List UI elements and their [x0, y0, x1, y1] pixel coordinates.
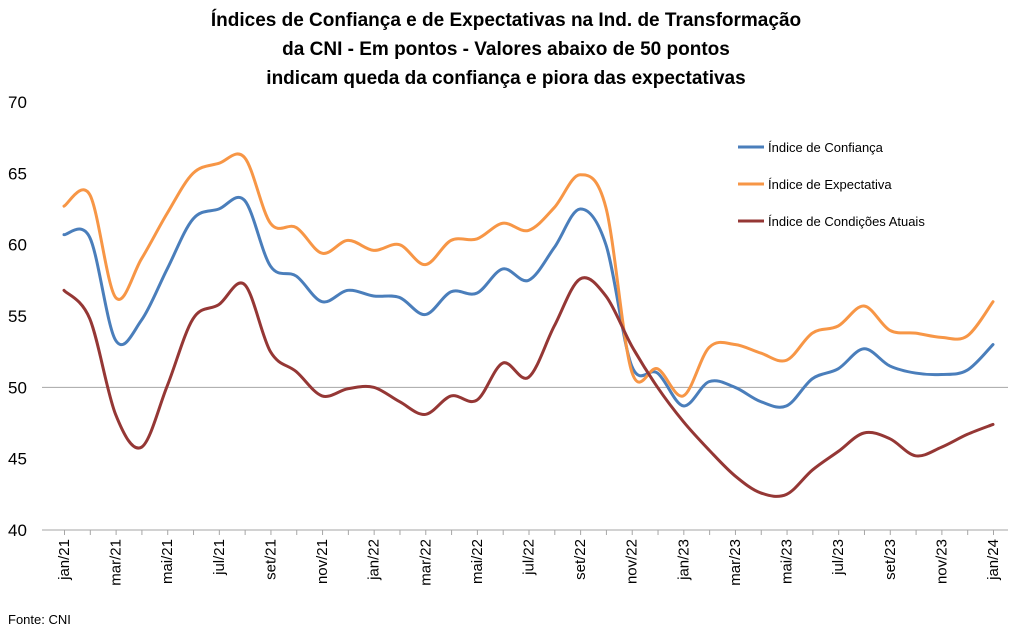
- legend-label: Índice de Condições Atuais: [768, 214, 925, 229]
- series-lines: [62, 152, 995, 498]
- x-tick-label: mai/21: [159, 539, 176, 584]
- source-note: Fonte: CNI: [8, 612, 71, 627]
- x-tick-label: nov/23: [933, 539, 950, 584]
- x-axis: jan/21 mar/21 mai/21 jul/21 set/21 nov/21 jan/…: [42, 529, 1008, 586]
- chart-title-line-3: indicam queda da confiança e piora das e…: [266, 68, 746, 89]
- x-tick-label: jan/22: [366, 539, 383, 581]
- x-tick-label: jul/21: [211, 539, 228, 576]
- x-tick-label: jul/22: [521, 539, 538, 576]
- chart-title-line-1: Índices de Confiança e de Expectativas n…: [210, 10, 802, 31]
- y-tick-label: 45: [8, 450, 27, 469]
- legend-label: Índice de Expectativa: [768, 177, 892, 192]
- x-tick-label: jul/23: [830, 539, 847, 576]
- x-tick-label: set/22: [572, 539, 589, 580]
- x-tick-label: mai/23: [779, 539, 796, 584]
- series-line-confianca: [62, 195, 995, 409]
- legend-label: Índice de Confiança: [768, 140, 884, 155]
- y-tick-label: 60: [8, 236, 27, 255]
- x-tick-label: set/23: [882, 539, 899, 580]
- legend: Índice de Confiança Índice de Expectativa…: [738, 140, 925, 229]
- y-axis-ticks: 40 45 50 55 60 65 70: [8, 93, 27, 540]
- x-tick-label: nov/21: [314, 539, 331, 584]
- x-tick-label: jan/24: [985, 539, 1002, 581]
- y-tick-label: 70: [8, 93, 27, 112]
- x-tick-label: jan/23: [675, 539, 692, 581]
- x-tick-label: mar/23: [727, 539, 744, 586]
- legend-item-condicoes-atuais: Índice de Condições Atuais: [738, 214, 925, 229]
- x-tick-label: mai/22: [469, 539, 486, 584]
- series-line-condicoes-atuais: [62, 276, 995, 498]
- x-tick-label: mar/22: [417, 539, 434, 586]
- y-tick-label: 40: [8, 521, 27, 540]
- x-tick-label: set/21: [262, 539, 279, 580]
- y-tick-label: 65: [8, 164, 27, 183]
- legend-item-confianca: Índice de Confiança: [738, 140, 884, 155]
- x-tick-label: nov/22: [624, 539, 641, 584]
- series-line-expectativa: [62, 152, 995, 398]
- y-tick-label: 50: [8, 378, 27, 397]
- x-tick-label: mar/21: [108, 539, 125, 586]
- y-tick-label: 55: [8, 307, 27, 326]
- legend-item-expectativa: Índice de Expectativa: [738, 177, 892, 192]
- x-tick-label: jan/21: [56, 539, 73, 581]
- chart-title: Índices de Confiança e de Expectativas n…: [0, 6, 1012, 93]
- chart-title-line-2: da CNI - Em pontos - Valores abaixo de 5…: [282, 39, 730, 60]
